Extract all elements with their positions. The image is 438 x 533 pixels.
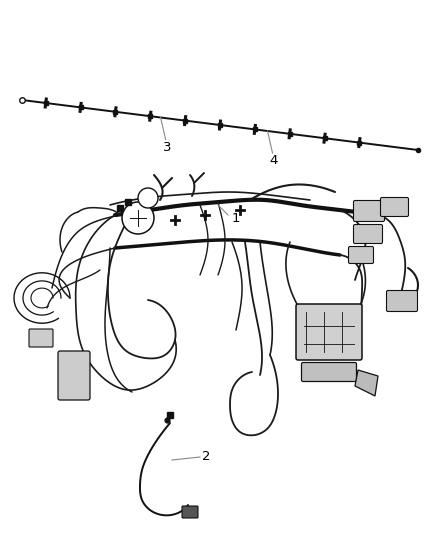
FancyBboxPatch shape xyxy=(29,329,53,347)
Circle shape xyxy=(138,188,158,208)
FancyBboxPatch shape xyxy=(296,304,362,360)
Polygon shape xyxy=(355,370,378,396)
FancyBboxPatch shape xyxy=(349,246,374,263)
FancyBboxPatch shape xyxy=(58,351,90,400)
FancyBboxPatch shape xyxy=(301,362,357,382)
FancyBboxPatch shape xyxy=(353,200,385,222)
Text: 4: 4 xyxy=(269,155,278,167)
FancyBboxPatch shape xyxy=(386,290,417,311)
FancyBboxPatch shape xyxy=(353,224,382,244)
Text: 2: 2 xyxy=(202,450,211,464)
Text: 3: 3 xyxy=(162,141,171,154)
Circle shape xyxy=(122,202,154,234)
FancyBboxPatch shape xyxy=(182,506,198,518)
Text: 1: 1 xyxy=(232,212,240,224)
FancyBboxPatch shape xyxy=(381,198,409,216)
